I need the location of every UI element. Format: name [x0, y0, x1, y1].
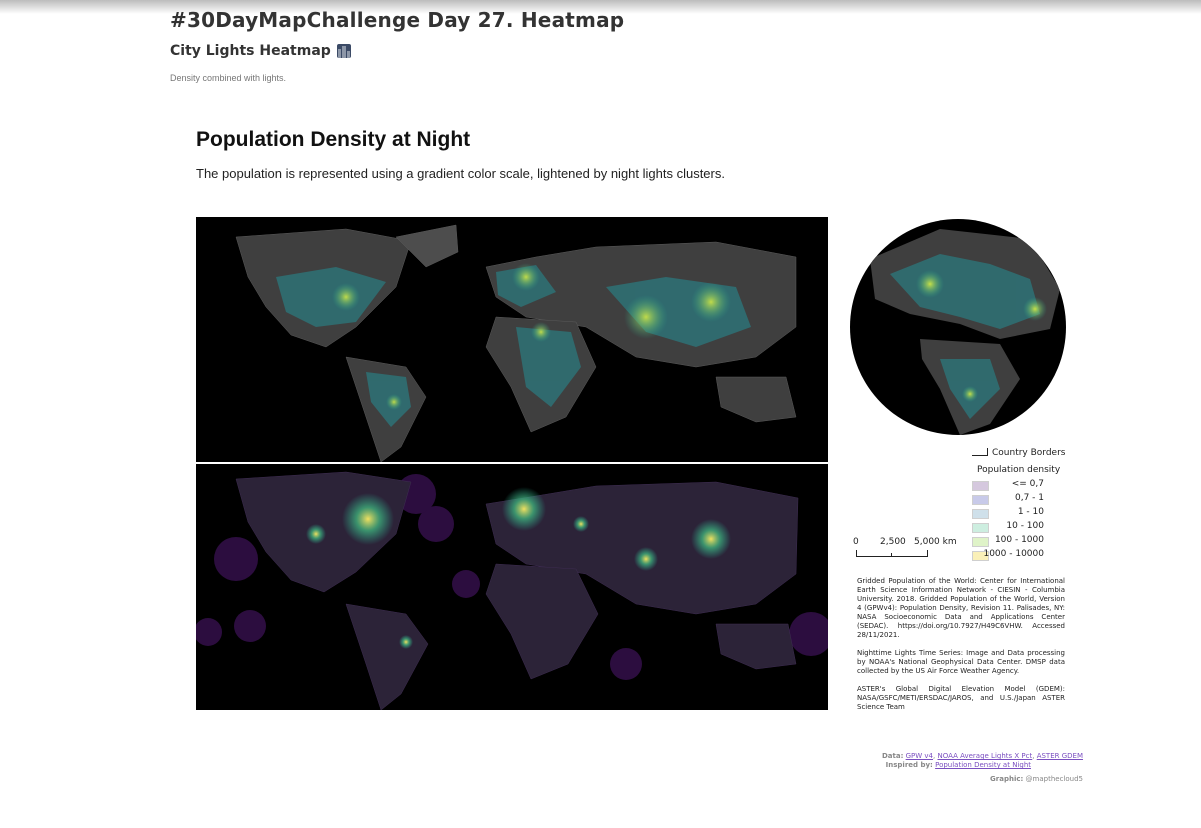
density-world-map [196, 217, 828, 462]
legend-row: 100 - 1000 [972, 535, 1072, 547]
scale-label-max: 5,000 km [914, 537, 957, 547]
credit-noaa: Nighttime Lights Time Series: Image and … [857, 649, 1065, 675]
legend-label: 0,7 - 1 [1014, 493, 1044, 503]
page-description: Density combined with lights. [170, 73, 287, 83]
legend-label: 100 - 1000 [994, 535, 1044, 545]
scale-tick [891, 553, 892, 557]
data-credits: Gridded Population of the World: Center … [857, 577, 1065, 721]
footer-graphic-line: Graphic: @mapthecloud5 [990, 775, 1083, 783]
scale-label-0: 0 [853, 537, 859, 547]
legend-label: 1000 - 10000 [983, 549, 1044, 559]
legend-swatch [972, 509, 989, 519]
globe-inset-map [850, 219, 1066, 435]
border-line-swatch [972, 448, 988, 456]
night-lights-world-map [196, 464, 828, 710]
page-title: #30DayMapChallenge Day 27. Heatmap [170, 8, 625, 32]
legend-borders-label: Country Borders [992, 448, 1066, 458]
legend-swatch [972, 523, 989, 533]
scale-line [856, 550, 928, 557]
top-shadow [0, 0, 1201, 14]
footer-graphic-author: @mapthecloud5 [1025, 775, 1083, 783]
link-gpw[interactable]: GPW v4 [905, 752, 934, 760]
footer-data-line: Data: GPW v4, NOAA Average Lights X Pct,… [881, 752, 1083, 760]
page-subtitle-text: City Lights Heatmap [170, 43, 331, 59]
legend-swatch [972, 551, 989, 561]
scale-bar: 0 2,500 5,000 km [853, 537, 973, 562]
footer-data-label: Data: [881, 752, 904, 760]
legend-swatch [972, 537, 989, 547]
legend-row: <= 0,7 [972, 479, 1072, 491]
scale-label-mid: 2,500 [880, 537, 906, 547]
legend-swatch [972, 481, 989, 491]
legend-density-title: Population density [977, 465, 1061, 475]
footer-inspired-line: Inspired by: Population Density at Night [886, 761, 1031, 769]
legend-label: 10 - 100 [1006, 521, 1044, 531]
legend-label: 1 - 10 [1017, 507, 1044, 517]
legend-country-borders: Country Borders [972, 448, 1065, 458]
footer-inspired-label: Inspired by: [885, 761, 933, 769]
figure-description: The population is represented using a gr… [196, 166, 725, 181]
legend-row: 1 - 10 [972, 507, 1072, 519]
legend-row: 1000 - 10000 [972, 549, 1072, 561]
link-aster[interactable]: ASTER GDEM [1036, 752, 1083, 760]
figure-title: Population Density at Night [196, 128, 471, 151]
link-inspiration[interactable]: Population Density at Night [935, 761, 1031, 769]
night-city-icon [336, 44, 351, 58]
legend-row: 0,7 - 1 [972, 493, 1072, 505]
credit-aster: ASTER's Global Digital Elevation Model (… [857, 685, 1065, 711]
credit-gpw: Gridded Population of the World: Center … [857, 577, 1065, 639]
link-noaa[interactable]: NOAA Average Lights X Pct [937, 752, 1033, 760]
legend-row: 10 - 100 [972, 521, 1072, 533]
footer-graphic-label: Graphic: [990, 775, 1024, 783]
legend-label: <= 0,7 [1011, 479, 1044, 489]
legend-swatch [972, 495, 989, 505]
page-subtitle: City Lights Heatmap [170, 43, 351, 59]
